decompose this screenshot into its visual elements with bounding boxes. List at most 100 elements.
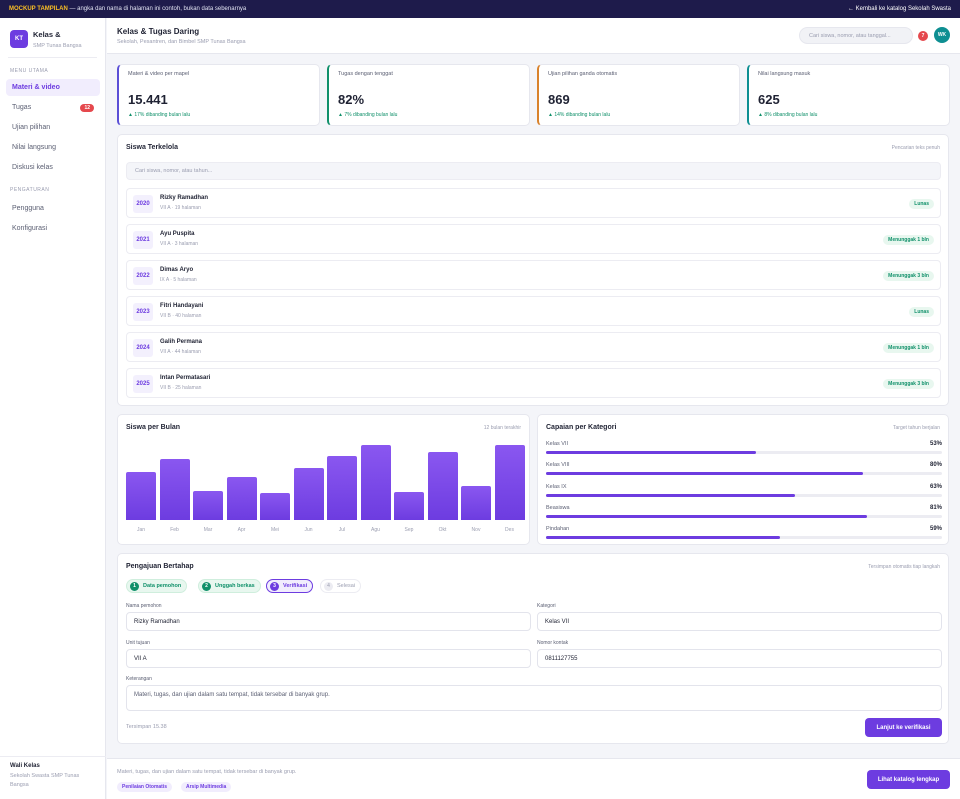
student-meta: VII B · 25 halaman <box>160 385 202 391</box>
stat-value: 869 <box>548 92 570 107</box>
progress-fill <box>546 493 796 497</box>
student-row[interactable]: 2025 Intan Permatasari VII B · 25 halama… <box>126 368 941 398</box>
category-percent: 53% <box>929 441 942 447</box>
banner-text: — angka dan nama di halaman ini contoh, … <box>69 6 247 12</box>
contact-field[interactable]: 0811127755 <box>537 649 942 668</box>
form-hint: Tersimpan otomatis tiap langkah <box>868 564 940 570</box>
stat-delta: ▲ 8% dibanding bulan lalu <box>758 112 818 118</box>
feature-chip: Arsip Multimedia <box>181 782 232 792</box>
student-row[interactable]: 2024 Galih Permana VII A · 44 halaman Me… <box>126 332 941 362</box>
student-row[interactable]: 2020 Rizky Ramadhan VII A · 19 halaman L… <box>126 188 941 218</box>
x-tick-label: Des <box>505 527 514 533</box>
stat-value: 625 <box>758 92 780 107</box>
catalog-button[interactable]: Lihat katalog lengkap <box>867 770 950 789</box>
status-badge: Lunas <box>909 199 934 209</box>
application-form-panel: Pengajuan Bertahap Tersimpan otomatis ti… <box>117 553 949 744</box>
unit-field[interactable]: VII A <box>126 649 531 668</box>
stat-label: Nilai langsung masuk <box>758 71 811 77</box>
contact-label: Nomor kontak <box>537 640 569 646</box>
page-header: Kelas & Tugas Daring Sekolah, Pesantren,… <box>107 18 960 54</box>
bar-agu <box>360 445 391 520</box>
step-unggah-berkas[interactable]: 2 Unggah berkas <box>198 579 261 593</box>
x-tick-label: Jan <box>136 527 146 533</box>
bar-mar <box>193 490 223 520</box>
category-label: Kelas VII <box>546 441 569 447</box>
step-label: Unggah berkas <box>215 583 255 589</box>
autosave-status: Tersimpan 15.38 <box>126 724 167 730</box>
student-row[interactable]: 2021 Ayu Puspita VII A · 3 halaman Menun… <box>126 224 941 254</box>
x-tick-label: Sep <box>404 527 414 533</box>
name-field[interactable]: Rizky Ramadhan <box>126 612 531 631</box>
sidebar-item-label: Konfigurasi <box>12 225 48 232</box>
banner-message: MOCKUP TAMPILAN — angka dan nama di hala… <box>9 6 246 12</box>
step-verifikasi[interactable]: 3 Verifikasi <box>266 579 314 593</box>
progress-fill <box>546 514 867 518</box>
category-label: Kelas IX <box>546 483 567 490</box>
stat-card-nilai: Nilai langsung masuk 625 ▲ 8% dibanding … <box>747 64 950 126</box>
global-search-input[interactable]: Cari siswa, nomor, atau tanggal... <box>799 27 913 44</box>
category-hint: Target tahun berjalan <box>893 425 940 431</box>
sidebar-item-tugas[interactable]: Tugas 12 <box>6 99 100 116</box>
bar-jan <box>126 472 156 520</box>
avatar[interactable]: WK <box>934 27 950 43</box>
mockup-banner: MOCKUP TAMPILAN — angka dan nama di hala… <box>0 0 960 18</box>
progress-track <box>546 451 942 454</box>
brand-school: SMP Tunas Bangsa <box>33 43 82 49</box>
x-tick-label: Mei <box>270 527 280 533</box>
step-selesai[interactable]: 4 Selesai <box>320 579 362 593</box>
sidebar-item-label: Materi & video <box>12 84 60 91</box>
student-year: 2025 <box>133 375 153 393</box>
x-tick-label: Jun <box>304 527 313 533</box>
x-tick-label: Feb <box>170 527 179 533</box>
brand[interactable]: KT Kelas & SMP Tunas Bangsa <box>10 30 82 49</box>
sidebar-item-diskusi[interactable]: Diskusi kelas <box>6 159 100 176</box>
sidebar-item-nilai[interactable]: Nilai langsung <box>6 139 100 156</box>
student-row[interactable]: 2023 Fitri Handayani VII B · 40 halaman … <box>126 296 941 326</box>
stat-card-tugas: Tugas dengan tenggat 82% ▲ 7% dibanding … <box>327 64 530 126</box>
status-badge: Menunggak 3 bln <box>883 379 934 389</box>
category-title: Capaian per Kategori <box>546 424 617 431</box>
step-number: 2 <box>202 581 211 591</box>
student-row[interactable]: 2022 Dimas Aryo IX A · 5 halaman Menungg… <box>126 260 941 290</box>
sidebar-item-pengguna[interactable]: Pengguna <box>6 200 100 217</box>
name-label: Nama pemohon <box>126 603 162 609</box>
sidebar-item-ujian[interactable]: Ujian pilihan <box>6 119 100 136</box>
category-field[interactable]: Kelas VII <box>537 612 942 631</box>
monthly-chart-title: Siswa per Bulan <box>126 424 181 431</box>
section-label-settings: PENGATURAN <box>10 187 50 193</box>
bar-apr <box>226 476 257 520</box>
sidebar-divider <box>8 57 97 58</box>
next-verification-button[interactable]: Lanjut ke verifikasi <box>865 718 942 737</box>
x-tick-label: Nov <box>471 527 481 533</box>
student-search-input[interactable]: Cari siswa, nomor, atau tahun... <box>126 162 941 180</box>
student-year: 2020 <box>133 195 153 213</box>
user-school: Sekolah Swasta SMP Tunas Bangsa <box>10 773 80 788</box>
monthly-chart-panel: Siswa per Bulan 12 bulan terakhir Jan Feb… <box>117 414 530 545</box>
step-data-pemohon[interactable]: 1 Data pemohon <box>126 579 188 593</box>
student-name: Rizky Ramadhan <box>160 195 209 201</box>
back-to-catalog-link[interactable]: ← Kembali ke katalog Sekolah Swasta <box>847 6 951 12</box>
notification-badge[interactable]: 7 <box>918 31 928 41</box>
category-progress-panel: Capaian per Kategori Target tahun berjal… <box>537 414 949 545</box>
monthly-chart-hint: 12 bulan terakhir <box>483 425 521 431</box>
student-name: Fitri Handayani <box>160 303 204 309</box>
sidebar-item-label: Tugas <box>12 104 32 111</box>
progress-track <box>546 493 942 497</box>
notes-textarea[interactable]: Materi, tugas, dan ujian dalam satu temp… <box>126 685 942 711</box>
students-panel: Siswa Terkelola Pencarian teks penuh Car… <box>117 134 949 406</box>
notes-label: Keterangan <box>126 676 152 682</box>
student-name: Intan Permatasari <box>160 375 211 381</box>
stat-label: Tugas dengan tenggat <box>338 71 393 77</box>
students-title: Siswa Terkelola <box>126 144 179 151</box>
student-year: 2024 <box>133 339 153 357</box>
user-role: Wali Kelas <box>10 763 40 769</box>
stat-delta: ▲ 14% dibanding bulan lalu <box>548 112 611 118</box>
sidebar-item-materi[interactable]: Materi & video <box>6 79 100 96</box>
x-tick-label: Jul <box>338 527 346 533</box>
sidebar-item-konfigurasi[interactable]: Konfigurasi <box>6 220 100 237</box>
stat-delta: ▲ 7% dibanding bulan lalu <box>338 112 398 118</box>
step-number: 1 <box>130 581 139 591</box>
bar-okt <box>427 451 458 520</box>
progress-fill <box>546 451 756 454</box>
step-number: 3 <box>270 581 279 591</box>
